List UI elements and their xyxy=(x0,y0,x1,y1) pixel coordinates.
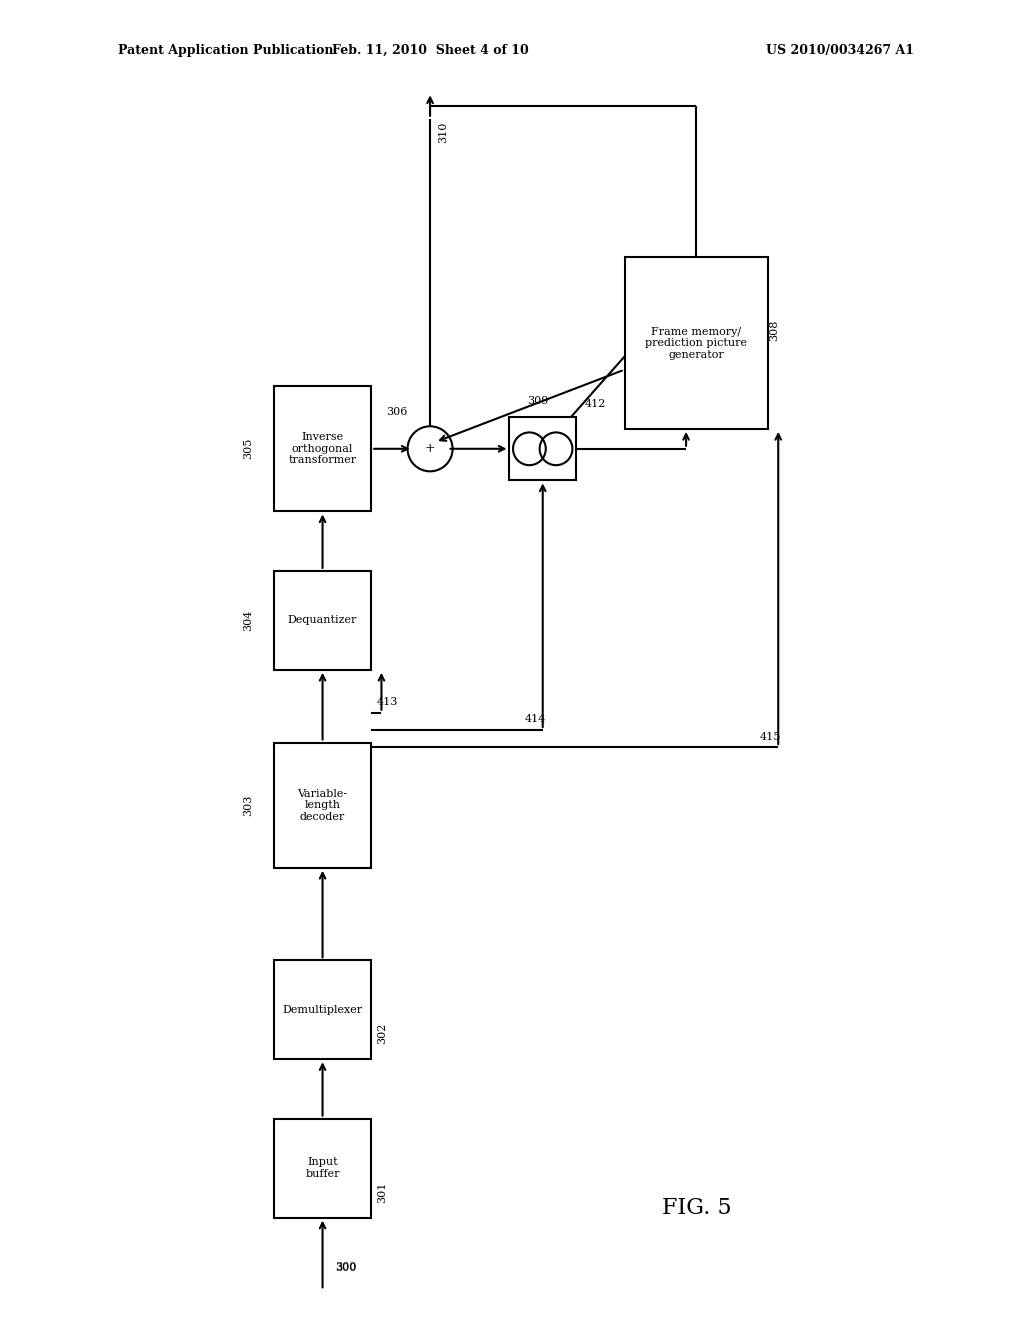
Text: 415: 415 xyxy=(760,731,781,742)
Text: 303: 303 xyxy=(244,795,253,816)
Text: Input
buffer: Input buffer xyxy=(305,1158,340,1179)
Text: +: + xyxy=(425,442,435,455)
Bar xyxy=(274,961,372,1059)
Bar xyxy=(510,417,575,480)
Text: 300: 300 xyxy=(335,1262,356,1272)
Text: Patent Application Publication: Patent Application Publication xyxy=(118,44,333,57)
Text: Demultiplexer: Demultiplexer xyxy=(283,1005,362,1015)
Bar xyxy=(274,572,372,671)
Text: 304: 304 xyxy=(244,610,253,631)
Text: US 2010/0034267 A1: US 2010/0034267 A1 xyxy=(766,44,913,57)
Text: 300: 300 xyxy=(335,1263,356,1272)
Text: Variable-
length
decoder: Variable- length decoder xyxy=(298,788,347,822)
Text: 305: 305 xyxy=(244,438,253,459)
Text: 309: 309 xyxy=(527,396,548,407)
Text: FIG. 5: FIG. 5 xyxy=(662,1197,731,1218)
Text: 413: 413 xyxy=(377,697,397,708)
Bar xyxy=(274,385,372,511)
Text: Inverse
orthogonal
transformer: Inverse orthogonal transformer xyxy=(289,432,356,466)
Bar xyxy=(625,257,768,429)
Text: Frame memory/
prediction picture
generator: Frame memory/ prediction picture generat… xyxy=(645,326,748,360)
Text: 412: 412 xyxy=(584,399,605,409)
Text: 308: 308 xyxy=(769,319,779,341)
Bar xyxy=(274,742,372,869)
Bar xyxy=(274,1119,372,1217)
Text: 414: 414 xyxy=(524,714,546,725)
Text: Feb. 11, 2010  Sheet 4 of 10: Feb. 11, 2010 Sheet 4 of 10 xyxy=(332,44,528,57)
Text: Dequantizer: Dequantizer xyxy=(288,615,357,626)
Text: 301: 301 xyxy=(377,1181,387,1203)
Text: 306: 306 xyxy=(386,407,408,417)
Text: 310: 310 xyxy=(438,121,449,143)
Text: 302: 302 xyxy=(377,1023,387,1044)
